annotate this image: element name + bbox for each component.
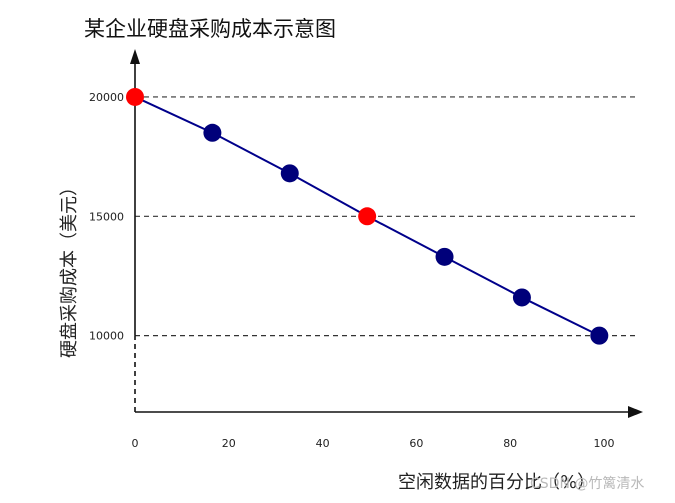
watermark: CSDN @竹篱清水	[530, 476, 644, 492]
chart-title: 某企业硬盘采购成本示意图	[84, 17, 336, 41]
y-axis-arrow	[130, 49, 140, 64]
axes	[130, 49, 643, 418]
x-tick-label: 0	[132, 437, 139, 450]
y-tick-label: 10000	[89, 330, 124, 343]
y-axis-label: 硬盘采购成本（美元）	[59, 178, 80, 358]
data-point	[512, 288, 531, 307]
data-point	[590, 326, 609, 345]
data-points	[126, 87, 609, 345]
data-point	[280, 164, 299, 183]
x-tick-label: 20	[222, 437, 236, 450]
data-point	[435, 247, 454, 266]
x-tick-label: 40	[316, 437, 330, 450]
y-tick-label: 20000	[89, 91, 124, 104]
x-axis-arrow	[628, 406, 643, 418]
x-tick-labels: 0 20 40 60 80 100	[132, 437, 615, 450]
data-point	[203, 123, 222, 142]
y-tick-label: 15000	[89, 210, 124, 223]
highlight-point	[126, 87, 144, 106]
x-axis-label: 空闲数据的百分比（%）	[398, 472, 595, 493]
x-tick-label: 80	[503, 437, 517, 450]
y-tick-labels: 10000 15000 20000	[89, 91, 124, 343]
x-tick-label: 60	[409, 437, 423, 450]
highlight-point	[358, 207, 377, 226]
grid-lines	[135, 96, 638, 337]
x-tick-label: 100	[594, 437, 615, 450]
